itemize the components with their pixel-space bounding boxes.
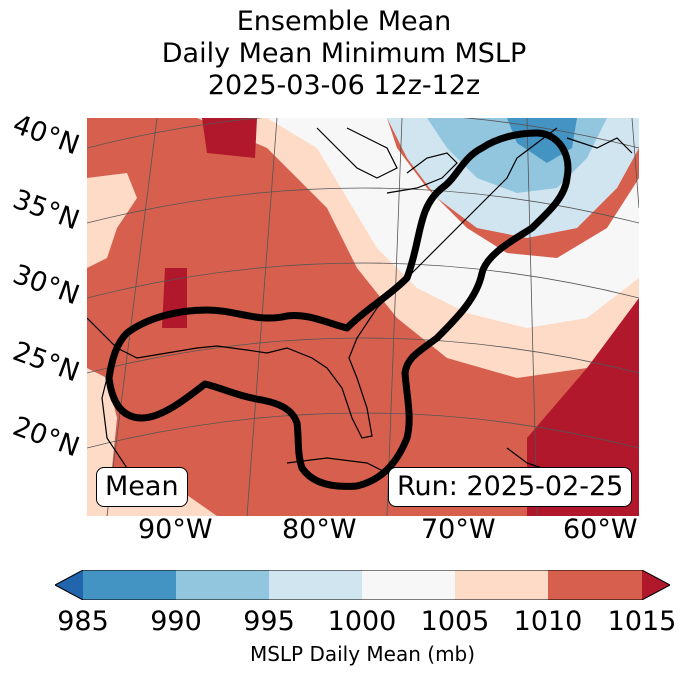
lat-label-25: 25°N xyxy=(8,335,84,389)
field-1000-1005 xyxy=(267,118,639,328)
colorbar-tick: 1005 xyxy=(420,606,490,637)
field-1005-1010-west xyxy=(87,173,137,268)
lon-label-80: 80°W xyxy=(282,514,357,545)
field-985-990 xyxy=(507,118,577,163)
colorbar-extend-low xyxy=(55,570,83,600)
lat-label-20: 20°N xyxy=(8,410,84,464)
map-svg xyxy=(87,118,639,516)
colorbar-bin-985-990 xyxy=(83,570,176,600)
run-date-badge: Run: 2025-02-25 xyxy=(388,467,633,507)
colorbar-tick: 985 xyxy=(57,606,109,637)
lon-label-70: 70°W xyxy=(421,514,496,545)
mean-badge: Mean xyxy=(96,467,188,507)
mslp-map xyxy=(87,118,639,516)
colorbar-tick: 990 xyxy=(150,606,202,637)
colorbar-tick: 1010 xyxy=(513,606,583,637)
colorbar-tick: 1015 xyxy=(607,606,677,637)
colorbar-bin-995-1000 xyxy=(269,570,362,600)
title-line-3: 2025-03-06 12z-12z xyxy=(207,70,481,101)
lon-label-90: 90°W xyxy=(138,514,213,545)
colorbar-bin-1000-1005 xyxy=(362,570,455,600)
lat-label-30: 30°N xyxy=(8,258,84,312)
colorbar-bin-1010-1015 xyxy=(548,570,642,600)
field-gt1015-texas xyxy=(162,268,187,328)
colorbar-bin-1005-1010 xyxy=(455,570,548,600)
colorbar-tick: 995 xyxy=(243,606,295,637)
colorbar xyxy=(55,570,670,600)
colorbar-label: MSLP Daily Mean (mb) xyxy=(249,642,476,666)
field-gt1015-southeast xyxy=(527,298,639,516)
threshold-contour xyxy=(105,129,572,490)
colorbar-tick: 1000 xyxy=(327,606,397,637)
colorbar-extend-high xyxy=(642,570,670,600)
lat-label-35: 35°N xyxy=(8,183,84,237)
title-line-2: Daily Mean Minimum MSLP xyxy=(161,38,527,69)
title-line-1: Ensemble Mean xyxy=(236,6,452,37)
lon-label-60: 60°W xyxy=(563,514,638,545)
lat-label-40: 40°N xyxy=(8,108,84,162)
colorbar-bin-990-995 xyxy=(176,570,269,600)
field-gt1015-north xyxy=(202,118,257,158)
